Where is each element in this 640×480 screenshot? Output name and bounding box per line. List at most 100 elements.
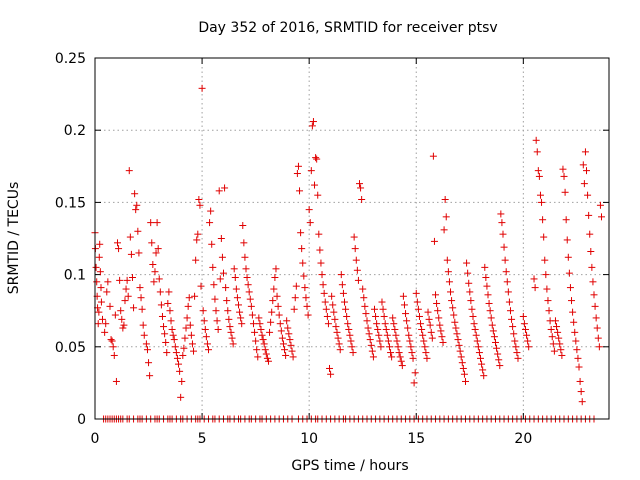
data-point xyxy=(276,320,284,328)
data-point xyxy=(169,331,177,339)
data-point xyxy=(482,273,490,281)
data-point xyxy=(110,351,118,359)
data-point xyxy=(334,334,342,342)
data-point xyxy=(351,245,359,253)
data-point xyxy=(563,236,571,244)
data-point xyxy=(404,324,412,332)
data-point xyxy=(195,196,203,204)
data-point xyxy=(355,180,363,188)
data-point xyxy=(445,278,453,286)
data-point xyxy=(540,233,548,241)
data-point xyxy=(477,354,484,362)
data-point xyxy=(346,331,354,339)
data-point xyxy=(338,281,346,289)
data-point xyxy=(214,325,222,333)
data-point xyxy=(562,216,570,224)
data-point xyxy=(188,340,196,348)
data-point xyxy=(153,219,161,227)
data-point xyxy=(251,328,259,336)
data-point xyxy=(423,354,431,362)
data-point xyxy=(534,167,542,175)
data-point xyxy=(131,190,139,198)
data-point xyxy=(539,216,547,224)
grid-lines xyxy=(95,58,609,419)
data-point xyxy=(561,188,569,196)
data-point xyxy=(225,315,233,323)
data-point xyxy=(365,330,373,338)
data-point xyxy=(234,301,242,309)
data-point xyxy=(579,161,587,169)
data-point xyxy=(123,276,131,284)
data-point xyxy=(305,206,313,214)
data-point xyxy=(142,340,150,348)
data-point xyxy=(194,230,202,238)
data-point xyxy=(302,294,310,302)
data-point xyxy=(343,312,351,320)
chart-title: Day 352 of 2016, SRMTID for receiver pts… xyxy=(198,20,497,36)
data-point xyxy=(410,379,418,387)
data-point xyxy=(589,278,597,286)
data-point xyxy=(429,152,437,160)
data-point xyxy=(480,372,488,380)
data-point xyxy=(344,320,352,328)
data-point xyxy=(308,122,316,130)
data-point xyxy=(502,268,510,276)
data-point xyxy=(210,281,218,289)
data-point xyxy=(462,377,470,385)
data-point xyxy=(261,346,269,354)
data-point xyxy=(287,341,295,349)
data-point xyxy=(533,148,541,156)
data-point xyxy=(160,323,168,331)
data-point xyxy=(249,320,257,328)
data-point xyxy=(258,331,266,339)
data-point xyxy=(357,184,365,192)
data-point xyxy=(399,292,407,300)
data-point xyxy=(157,301,165,309)
data-point xyxy=(151,268,159,276)
data-point xyxy=(490,333,498,341)
data-point xyxy=(426,321,434,329)
data-point xyxy=(108,337,116,345)
data-points xyxy=(91,84,606,423)
data-point xyxy=(207,207,215,215)
data-point xyxy=(143,346,151,354)
data-point xyxy=(545,307,553,315)
data-point xyxy=(185,294,193,302)
data-point xyxy=(104,278,112,286)
data-point xyxy=(178,377,186,385)
data-point xyxy=(584,191,592,199)
data-point xyxy=(229,340,237,348)
data-point xyxy=(465,279,473,287)
data-point xyxy=(116,276,124,284)
data-point xyxy=(292,282,300,290)
data-point xyxy=(176,367,184,375)
data-point xyxy=(103,288,111,296)
data-point xyxy=(220,269,227,277)
data-point xyxy=(139,321,147,329)
data-point xyxy=(205,346,213,354)
data-point xyxy=(464,269,472,277)
data-point xyxy=(208,240,216,248)
data-point xyxy=(503,278,511,286)
data-point xyxy=(400,301,408,309)
data-point xyxy=(272,265,280,273)
data-point xyxy=(433,299,441,307)
data-point xyxy=(485,299,493,307)
data-point xyxy=(594,334,602,342)
data-point xyxy=(556,340,564,348)
data-point xyxy=(170,336,178,344)
data-point xyxy=(140,331,148,339)
data-point xyxy=(361,302,369,310)
data-point xyxy=(366,336,374,344)
data-point xyxy=(509,323,517,331)
data-point xyxy=(240,239,248,247)
data-point xyxy=(385,343,393,351)
data-point xyxy=(312,154,320,162)
data-point xyxy=(472,331,480,339)
data-point xyxy=(491,338,499,346)
data-point xyxy=(495,356,503,364)
data-point xyxy=(452,324,460,332)
data-point xyxy=(101,328,109,336)
data-point xyxy=(337,271,345,279)
data-point xyxy=(301,284,309,292)
